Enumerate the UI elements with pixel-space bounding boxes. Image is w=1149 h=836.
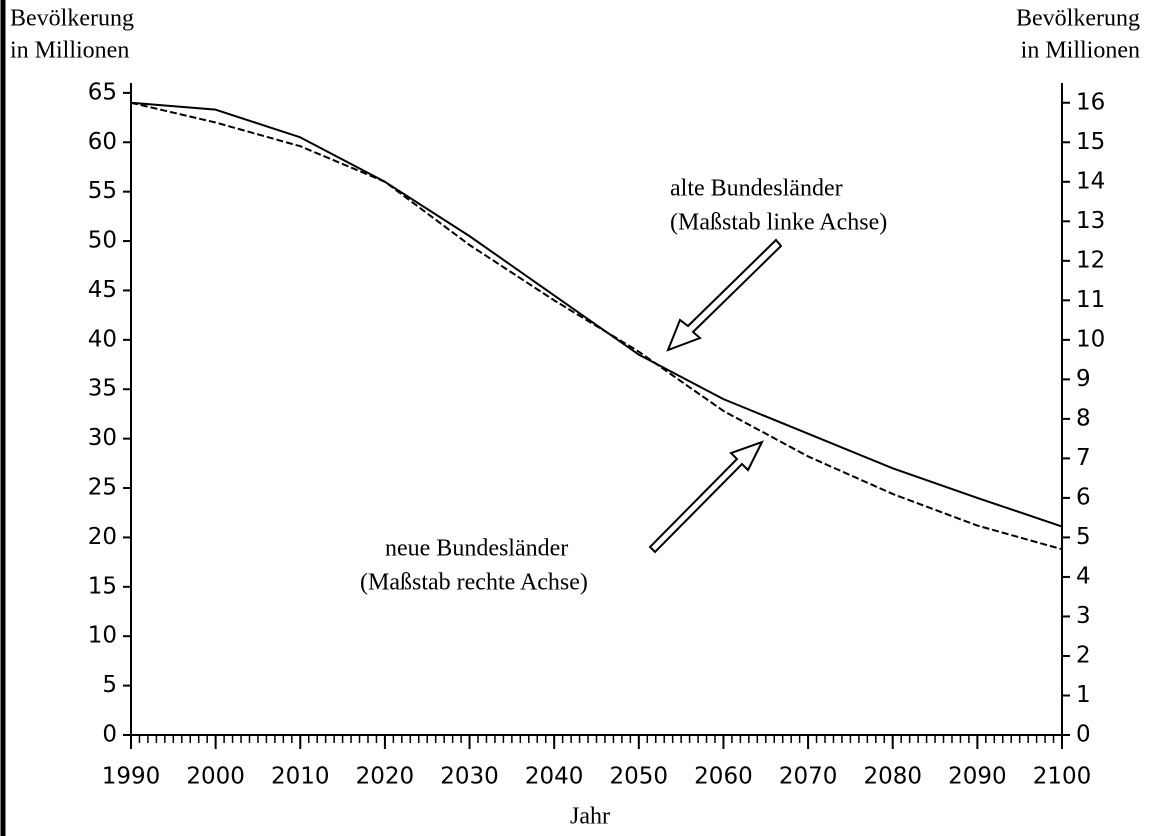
x-tick-label: 2000 xyxy=(186,764,245,790)
y2-axis-label: Bevölkerung xyxy=(1016,6,1140,32)
y2-axis-label: in Millionen xyxy=(1021,38,1140,64)
y-tick-label: 60 xyxy=(88,129,117,155)
x-tick-label: 2060 xyxy=(694,764,753,790)
y-tick-label: 45 xyxy=(88,277,117,303)
y-tick-label: 25 xyxy=(88,475,117,501)
y-tick-label: 35 xyxy=(88,376,117,402)
y-tick-label: 55 xyxy=(88,178,117,204)
line xyxy=(130,101,1063,551)
y2-tick-label: 4 xyxy=(1076,563,1091,589)
y-tick-label: 40 xyxy=(88,326,117,352)
x-tick-label: 2030 xyxy=(440,764,499,790)
x-tick-label: 2090 xyxy=(948,764,1007,790)
annotation: alte Bundesländer xyxy=(670,176,843,202)
x-tick-label: 2050 xyxy=(610,764,669,790)
y2-tick-label: 14 xyxy=(1076,168,1105,194)
y-axis-label: Bevölkerung xyxy=(10,6,134,32)
y2-tick-label: 11 xyxy=(1076,287,1105,313)
y2-tick-label: 15 xyxy=(1076,129,1105,155)
x-tick-label: 2010 xyxy=(271,764,330,790)
y-axis-label: in Millionen xyxy=(10,38,129,64)
y2-tick-label: 8 xyxy=(1076,405,1091,431)
y2-tick-label: 16 xyxy=(1076,89,1105,115)
annotation: (Maßstab rechte Achse) xyxy=(360,570,588,596)
x-tick-label: 2080 xyxy=(863,764,922,790)
y-tick-label: 30 xyxy=(88,425,117,451)
x-tick-label: 1990 xyxy=(102,764,161,790)
annotation: (Maßstab linke Achse) xyxy=(670,210,887,236)
annotation: neue Bundesländer xyxy=(385,536,568,562)
y2-tick-label: 0 xyxy=(1076,722,1091,748)
x-tick-label: 2070 xyxy=(779,764,838,790)
y2-tick-label: 3 xyxy=(1076,603,1091,629)
y2-tick-label: 5 xyxy=(1076,524,1091,550)
y2-tick-label: 2 xyxy=(1076,642,1091,668)
y2-tick-label: 9 xyxy=(1076,366,1091,392)
arrow xyxy=(648,440,765,554)
y2-tick-label: 6 xyxy=(1076,484,1091,510)
x-axis-label: Jahr xyxy=(570,804,610,830)
x-tick-label: 2020 xyxy=(356,764,415,790)
y-tick-label: 5 xyxy=(102,672,117,698)
y2-tick-label: 13 xyxy=(1076,208,1105,234)
y-tick-label: 0 xyxy=(102,722,117,748)
y2-tick-label: 12 xyxy=(1076,247,1105,273)
arrow xyxy=(666,238,783,352)
y-tick-label: 10 xyxy=(88,623,117,649)
y2-tick-label: 10 xyxy=(1076,326,1105,352)
y-tick-label: 50 xyxy=(88,228,117,254)
x-tick-label: 2100 xyxy=(1033,764,1092,790)
y-tick-label: 65 xyxy=(88,79,117,105)
x-tick-label: 2040 xyxy=(525,764,584,790)
y2-tick-label: 7 xyxy=(1076,445,1091,471)
y2-tick-label: 1 xyxy=(1076,682,1091,708)
y-tick-label: 15 xyxy=(88,573,117,599)
y-tick-label: 20 xyxy=(88,524,117,550)
